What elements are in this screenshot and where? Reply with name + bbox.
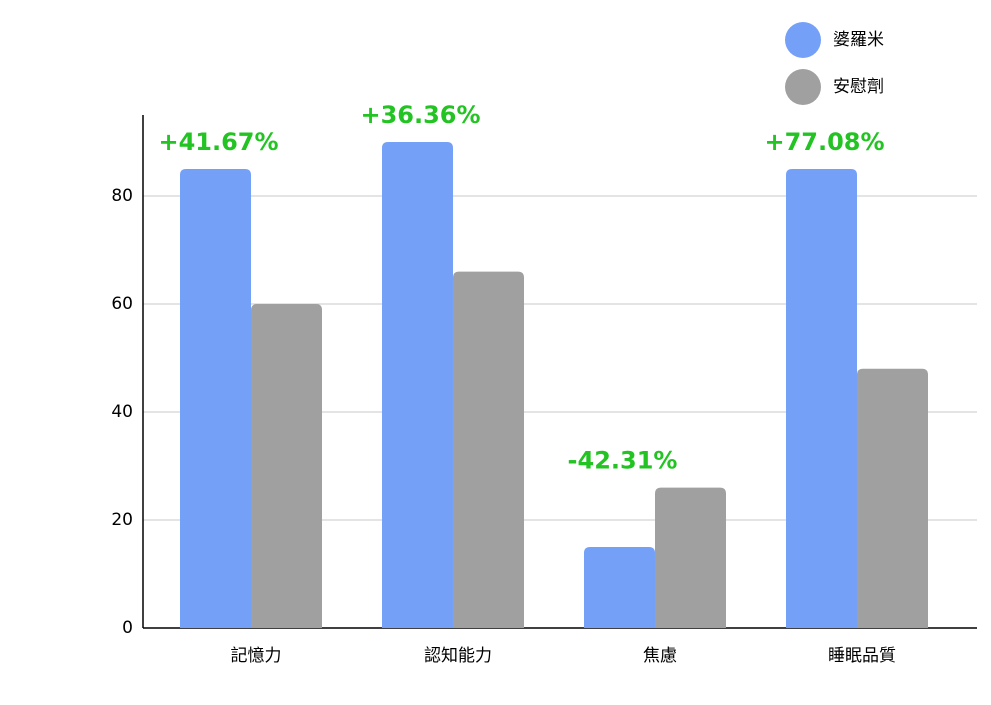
bar [786,169,857,628]
annotation: +41.67% [158,128,278,156]
y-tick-label: 40 [111,402,133,422]
y-tick-label: 20 [111,510,133,530]
legend-label: 安慰劑 [833,77,884,97]
x-tick-label: 焦慮 [643,646,677,666]
x-tick-label: 睡眠品質 [828,646,896,666]
y-tick-label: 60 [111,294,133,314]
annotation: -42.31% [568,447,678,475]
bar [382,142,453,628]
bar [180,169,251,628]
bar [584,547,655,628]
legend-swatch [785,22,821,58]
bar [251,304,322,628]
bar [453,271,524,628]
bar [655,487,726,628]
y-tick-label: 0 [122,618,133,638]
legend-swatch [785,69,821,105]
x-tick-label: 記憶力 [231,646,282,666]
y-tick-label: 80 [111,186,133,206]
x-tick-label: 認知能力 [424,646,492,666]
bar [857,368,928,628]
legend-label: 婆羅米 [833,30,884,50]
annotation: +36.36% [360,101,480,129]
annotation: +77.08% [764,128,884,156]
